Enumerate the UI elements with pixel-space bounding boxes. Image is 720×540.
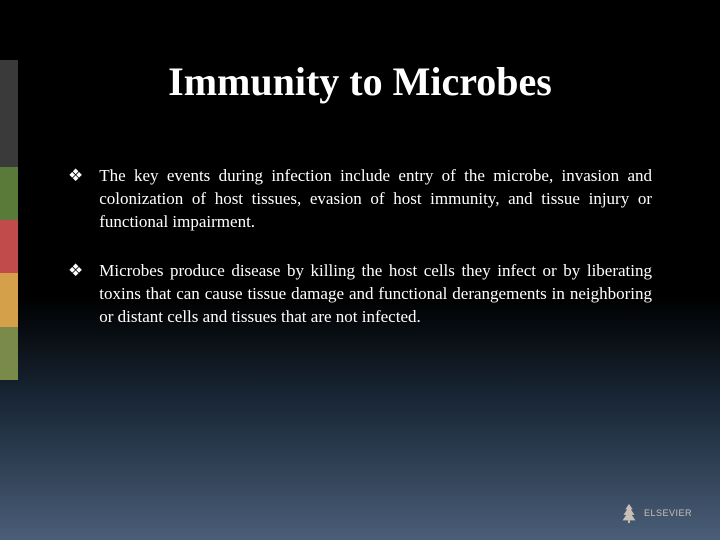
publisher-name: ELSEVIER	[644, 508, 692, 518]
accent-bar	[0, 60, 18, 380]
bullet-item: ❖ Microbes produce disease by killing th…	[68, 260, 652, 329]
bullet-item: ❖ The key events during infection includ…	[68, 165, 652, 234]
slide-title: Immunity to Microbes	[0, 58, 720, 105]
tree-icon	[618, 502, 640, 524]
accent-seg-1	[0, 113, 18, 166]
bullet-text: Microbes produce disease by killing the …	[99, 260, 652, 329]
diamond-bullet-icon: ❖	[68, 260, 83, 329]
accent-seg-4	[0, 273, 18, 326]
publisher-logo: ELSEVIER	[618, 500, 702, 526]
slide: Immunity to Microbes ❖ The key events du…	[0, 0, 720, 540]
bullet-text: The key events during infection include …	[99, 165, 652, 234]
accent-seg-3	[0, 220, 18, 273]
slide-content: ❖ The key events during infection includ…	[68, 165, 652, 355]
diamond-bullet-icon: ❖	[68, 165, 83, 234]
accent-seg-2	[0, 167, 18, 220]
accent-seg-5	[0, 327, 18, 380]
